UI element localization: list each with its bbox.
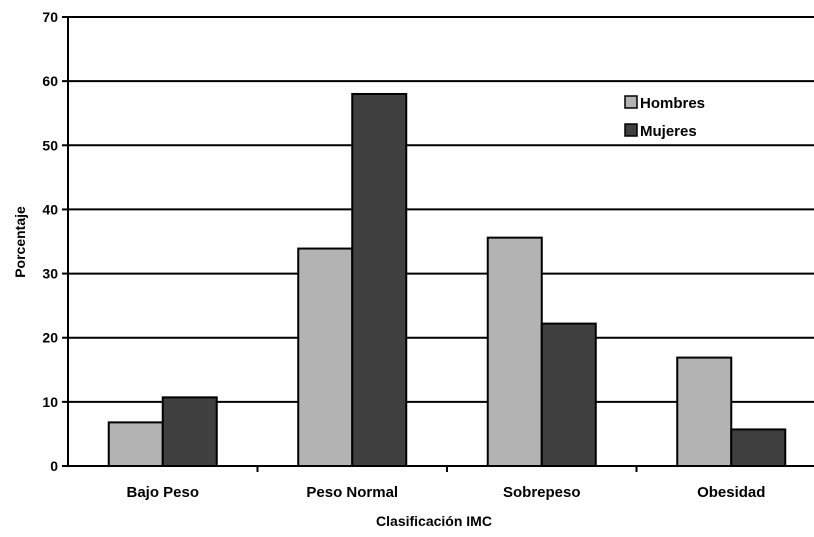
category-labels: Bajo Peso Peso Normal Sobrepeso Obesidad (126, 484, 765, 501)
bar-hombres (486, 236, 543, 467)
legend: Hombres Mujeres (624, 95, 705, 140)
y-tick-label: 70 (42, 9, 58, 25)
legend-swatch-hombres (624, 95, 638, 109)
bar-hombres (297, 247, 354, 467)
axes (62, 16, 814, 472)
y-tick-label: 50 (42, 137, 58, 153)
y-tick-label: 30 (42, 266, 58, 282)
y-tick-label: 0 (50, 458, 58, 474)
y-tick-label: 40 (42, 201, 58, 217)
bar-mujeres (730, 428, 787, 467)
bars (107, 92, 787, 468)
gridlines (68, 16, 814, 403)
category-label: Sobrepeso (503, 484, 581, 501)
bar-mujeres (161, 396, 218, 468)
bar-mujeres (351, 92, 408, 467)
legend-label: Hombres (640, 95, 705, 112)
y-axis-title: Porcentaje (12, 206, 28, 278)
bar-mujeres (540, 322, 597, 467)
legend-swatch-mujeres (624, 123, 638, 137)
y-tick-label: 20 (42, 330, 58, 346)
y-tick-label: 60 (42, 73, 58, 89)
bar-hombres (107, 421, 164, 467)
legend-label: Mujeres (640, 123, 697, 140)
y-tick-label: 10 (42, 394, 58, 410)
category-label: Peso Normal (306, 484, 398, 501)
x-axis-title: Clasificación IMC (376, 513, 492, 529)
bar-hombres (676, 356, 733, 467)
category-label: Obesidad (697, 484, 765, 501)
category-label: Bajo Peso (126, 484, 199, 501)
y-tick-labels: 0 10 20 30 40 50 60 70 (42, 9, 58, 474)
